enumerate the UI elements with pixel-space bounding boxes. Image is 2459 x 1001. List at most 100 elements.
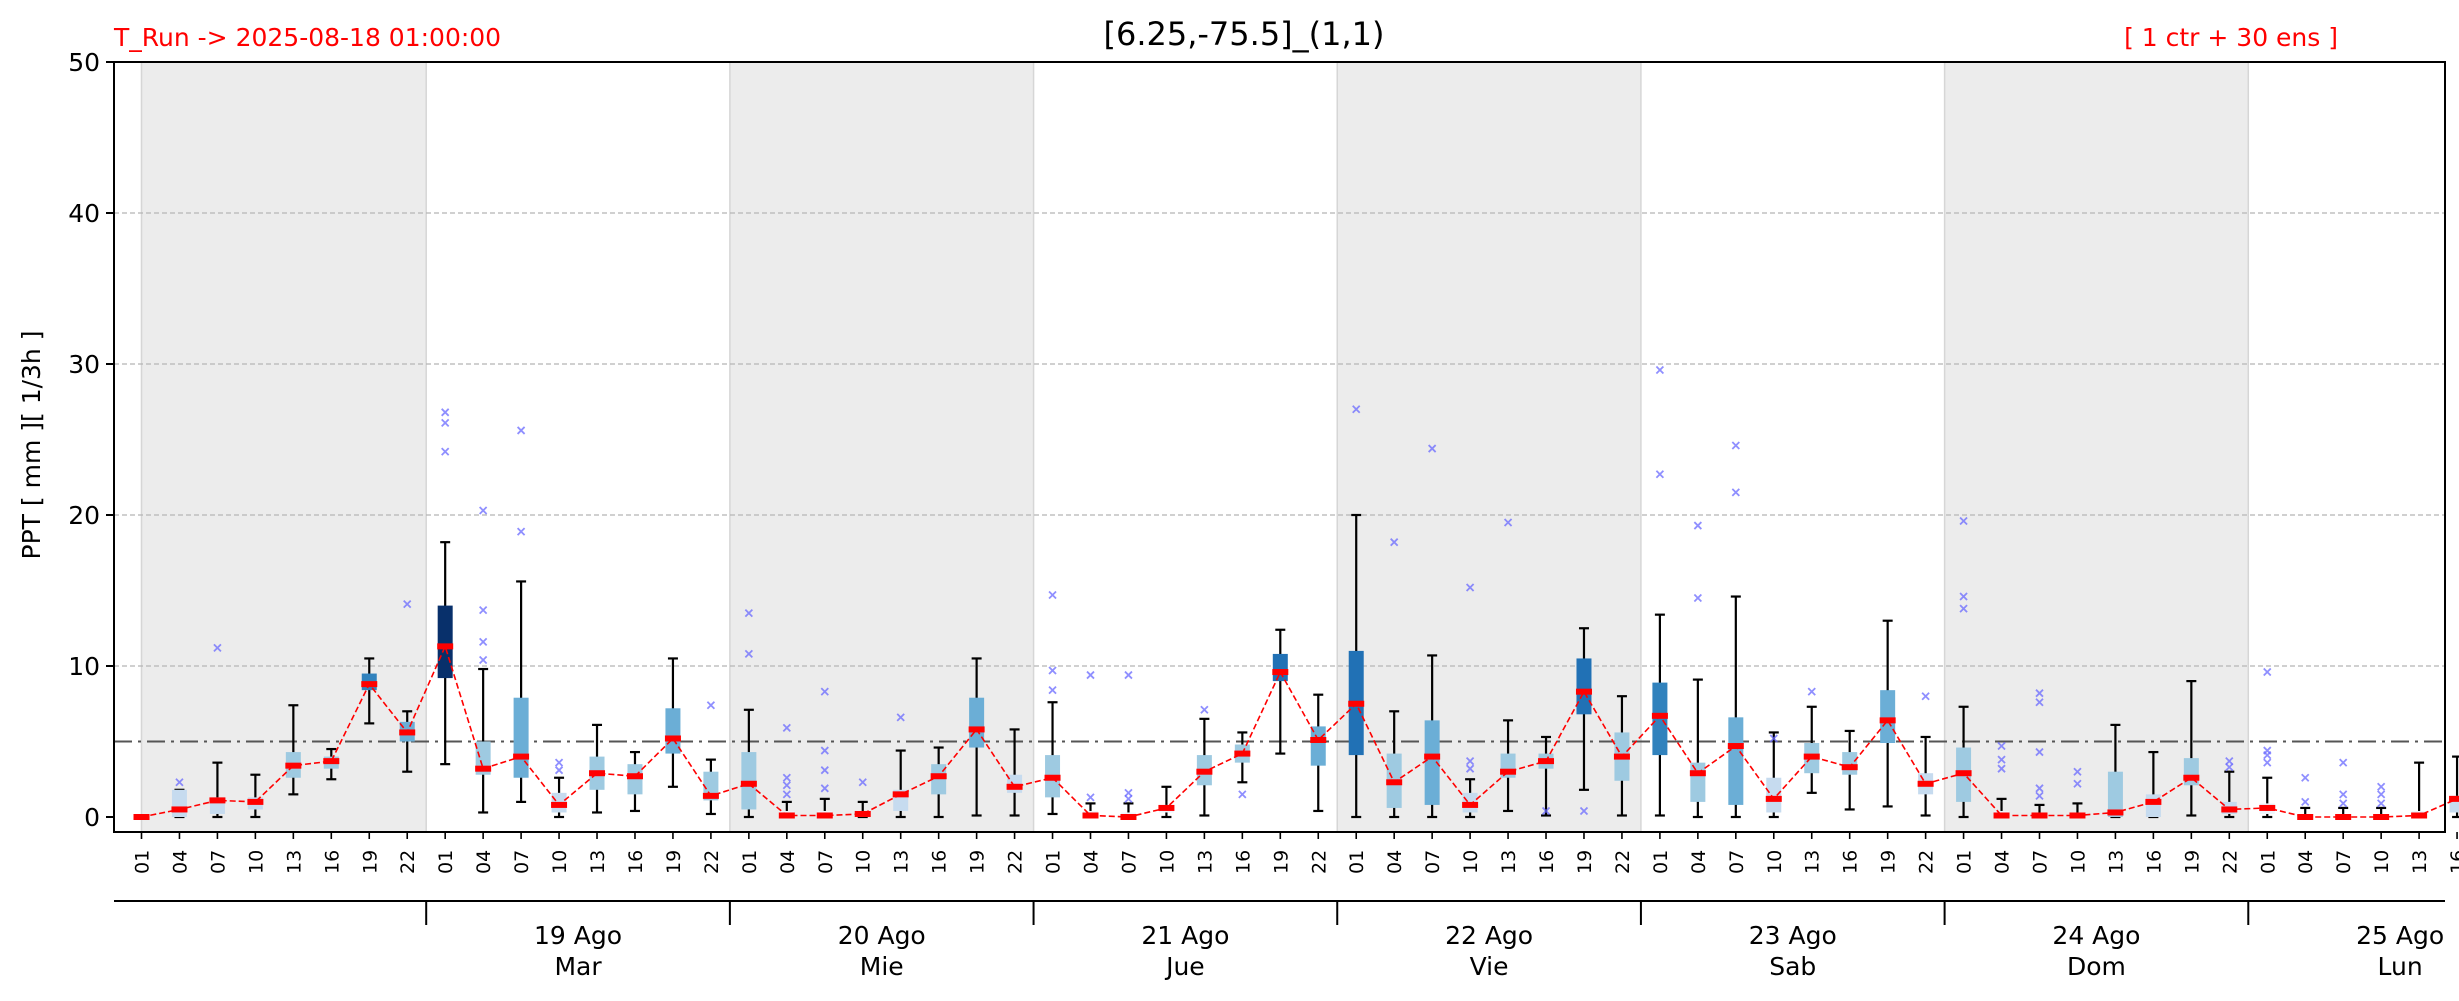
box-52 [2107, 723, 2123, 819]
median-marker [171, 806, 188, 813]
x-tick-label: 13 [1802, 850, 1824, 874]
box-iqr [627, 764, 643, 795]
y-axis-label: PPT [ mm ][ 1/3h ] [17, 331, 46, 560]
outlier-mark [1048, 666, 1057, 675]
x-tick-label: 16 [625, 850, 647, 874]
outlier-mark [2377, 782, 2386, 791]
outlier-mark [1086, 793, 1095, 802]
x-tick-label: 13 [891, 850, 913, 874]
median-marker [1803, 753, 1820, 760]
median-marker [247, 798, 264, 805]
outlier-mark [2073, 779, 2082, 788]
x-tick-label: 16 [1840, 850, 1862, 874]
box-iqr [1424, 720, 1440, 805]
x-tick-label: 13 [1194, 850, 1216, 874]
box-iqr [1652, 682, 1668, 756]
median-marker [2373, 814, 2390, 820]
outlier-mark [2301, 797, 2310, 807]
outlier-mark [2377, 790, 2386, 799]
median-marker [589, 770, 606, 777]
median-markers [133, 643, 2459, 820]
median-marker [399, 729, 416, 736]
median-marker [1613, 753, 1630, 760]
box-iqr [1576, 658, 1592, 715]
x-tick-label: 19 [359, 850, 381, 874]
day-date-label: 20 Ago [838, 921, 926, 950]
x-tick-label: 22 [1612, 850, 1634, 874]
outlier-mark [1465, 756, 1475, 766]
outlier-mark [1428, 444, 1437, 453]
outlier-mark [2377, 799, 2386, 808]
x-tick-label: 01 [739, 850, 761, 874]
outlier-mark [2263, 758, 2272, 767]
outlier-mark [1048, 590, 1057, 600]
outlier-mark [2035, 791, 2044, 800]
box-61 [2449, 755, 2459, 819]
median-marker [892, 791, 909, 798]
median-marker [778, 812, 795, 819]
y-tick-label: 10 [68, 652, 100, 681]
outlier-mark [479, 605, 488, 615]
box-iqr [2449, 795, 2459, 813]
box-iqr [1272, 653, 1288, 682]
median-marker [1689, 770, 1706, 777]
outlier-mark [1352, 405, 1361, 414]
outlier-mark [1997, 764, 2006, 773]
outlier-mark [2035, 784, 2044, 793]
median-marker [930, 773, 947, 780]
box-45 [1842, 729, 1858, 811]
outlier-mark [2035, 698, 2044, 707]
outlier-mark [2301, 773, 2310, 782]
median-marker [702, 792, 719, 799]
outlier-mark [706, 701, 716, 710]
x-tick-label: 10 [1460, 850, 1482, 874]
median-marker [626, 773, 643, 780]
outlier-mark [1200, 705, 1209, 714]
outlier-mark [1124, 794, 1133, 804]
x-tick-label: 01 [1650, 850, 1672, 874]
outlier-mark [2263, 667, 2272, 677]
x-tick-label: 13 [2409, 850, 2431, 874]
median-marker [2259, 804, 2276, 811]
x-tick-label: 16 [2143, 850, 2165, 874]
median-marker [740, 780, 757, 787]
median-marker [1158, 804, 1175, 811]
x-tick-label: 07 [511, 850, 533, 874]
box-iqr [741, 752, 757, 810]
box-47 [1918, 692, 1934, 817]
box-40 [1652, 365, 1668, 817]
x-tick-label: 07 [207, 850, 229, 874]
x-tick-label: 16 [929, 850, 951, 874]
outlier-mark [1238, 790, 1247, 799]
median-marker [664, 735, 681, 742]
y-axis: 0 10 20 30 40 50 [68, 48, 114, 832]
box-57 [2297, 773, 2313, 819]
outlier-mark [1959, 604, 1968, 613]
box-34 [1424, 444, 1440, 819]
outlier-mark [2035, 747, 2044, 757]
x-tick-label: 04 [777, 850, 799, 874]
box-iqr [1842, 752, 1858, 775]
box-58 [2335, 758, 2351, 819]
x-tick-label: 04 [1384, 850, 1406, 874]
outlier-mark [1921, 692, 1930, 701]
median-marker [2183, 774, 2200, 781]
day-weekday-label: Lun [2378, 952, 2423, 981]
x-tick-label: 13 [2105, 850, 2127, 874]
box-iqr [513, 697, 529, 778]
box-30 [1272, 628, 1288, 755]
median-marker [1082, 812, 1099, 819]
x-tick-label: 04 [1081, 850, 1103, 874]
box-11 [551, 758, 567, 819]
median-marker [2107, 809, 2124, 816]
x-tick-label: 10 [2067, 850, 2089, 874]
median-marker [361, 681, 378, 688]
x-tick-label: 07 [2030, 850, 2052, 874]
median-marker [1841, 764, 1858, 771]
median-marker [2031, 812, 2048, 819]
median-marker [1462, 801, 1479, 808]
day-weekday-label: Mie [860, 952, 904, 981]
